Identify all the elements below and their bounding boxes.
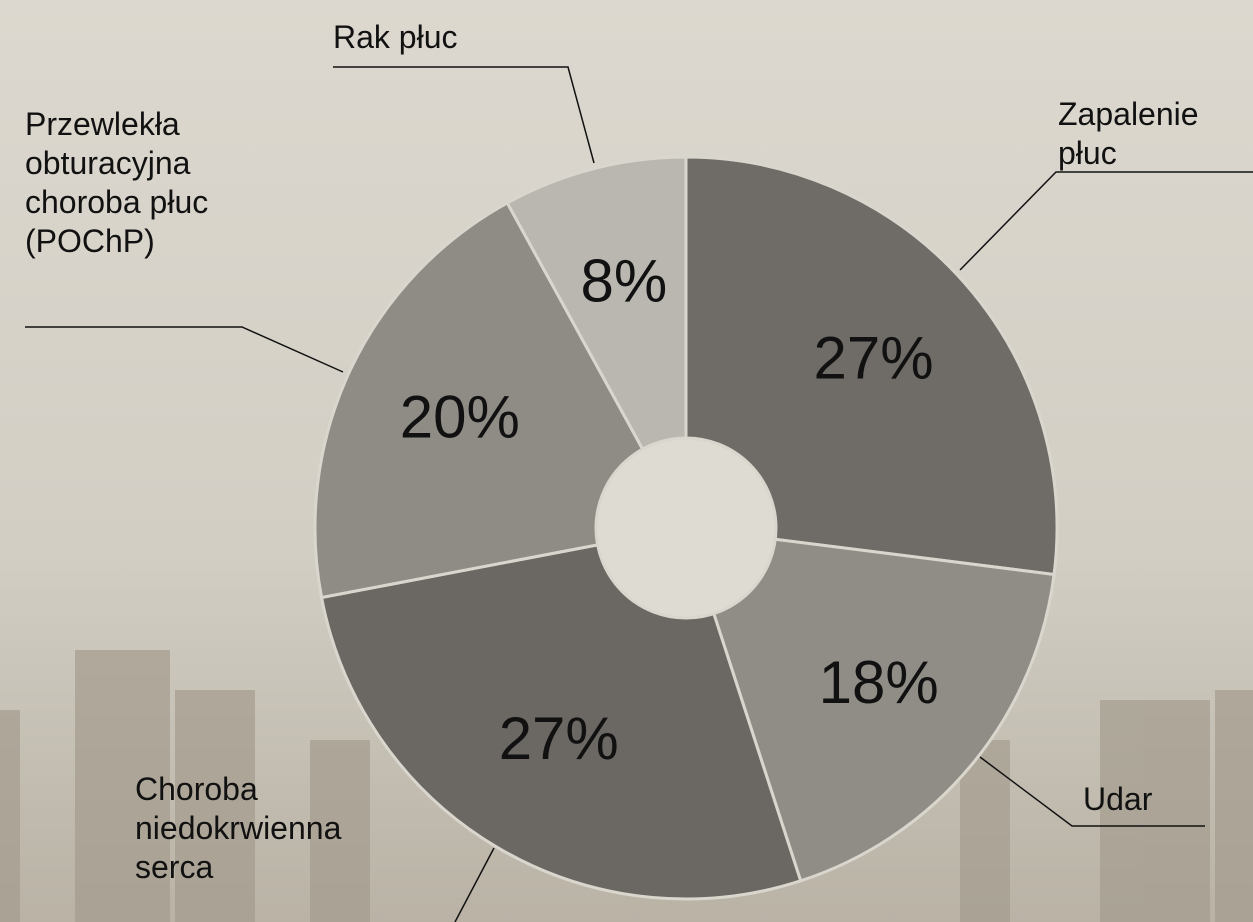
category-label: Zapalenie płuc [1058, 95, 1253, 173]
value-label: 27% [499, 705, 619, 772]
value-label: 18% [819, 649, 939, 716]
category-label: Udar [1083, 780, 1152, 819]
pie: 27% 18% 27% 20% 8% [315, 157, 1057, 899]
category-label: Rak płuc [333, 18, 458, 57]
donut-hole [596, 438, 776, 618]
page: 27% 18% 27% 20% 8% Zapalenie płuc Udar Choro… [0, 0, 1253, 922]
value-label: 27% [813, 325, 933, 392]
category-label: Przewlekła obturacyjna choroba płuc (POC… [25, 105, 275, 261]
value-label: 8% [580, 248, 667, 315]
value-label: 20% [400, 383, 520, 450]
category-label: Choroba niedokrwienna serca [135, 770, 395, 887]
